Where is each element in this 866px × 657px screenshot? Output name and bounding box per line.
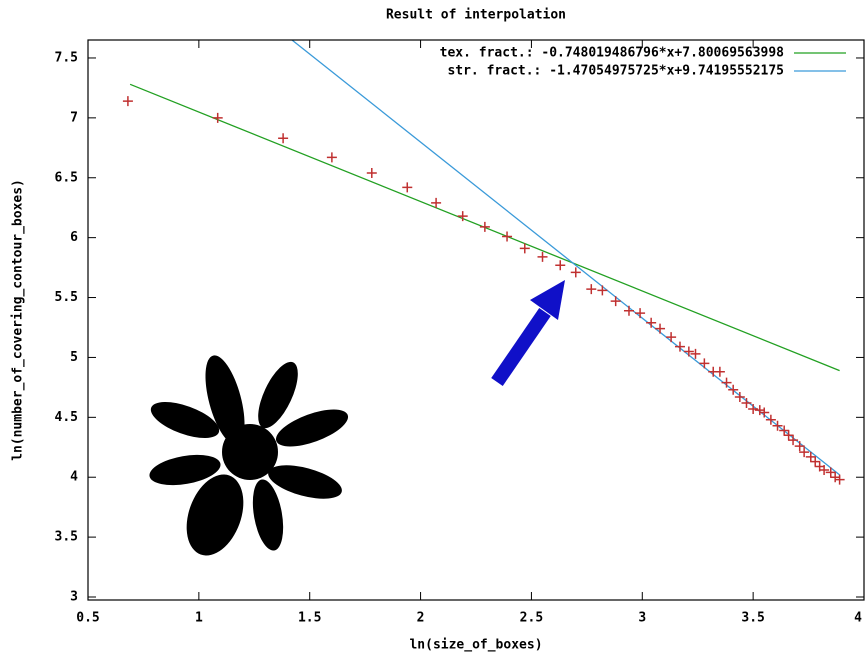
- data-point: [805, 451, 816, 462]
- data-point: [570, 267, 581, 278]
- data-point: [783, 430, 794, 441]
- data-point: [519, 243, 530, 254]
- data-point: [457, 211, 468, 222]
- data-point: [810, 456, 821, 467]
- y-tick-label: 7.5: [55, 50, 78, 65]
- flower-silhouette: [149, 355, 349, 556]
- data-point: [741, 397, 752, 408]
- data-point: [537, 251, 548, 262]
- data-point: [754, 405, 765, 416]
- data-point: [819, 465, 830, 476]
- plot-border: [87, 39, 865, 601]
- data-point: [683, 346, 694, 357]
- data-point: [748, 403, 759, 414]
- data-point: [122, 96, 133, 107]
- data-point: [366, 167, 377, 178]
- x-tick-label: 3: [638, 611, 646, 626]
- data-point: [555, 260, 566, 271]
- data-point: [714, 366, 725, 377]
- chart-title: Result of interpolation: [386, 8, 566, 23]
- data-point: [431, 197, 442, 208]
- x-axis-label: ln(size_of_boxes): [409, 638, 542, 653]
- y-tick-label: 4: [70, 470, 78, 485]
- data-point: [834, 474, 845, 485]
- data-point: [830, 472, 841, 483]
- data-point: [278, 133, 289, 144]
- y-tick-label: 3: [70, 590, 78, 605]
- data-point: [721, 377, 732, 388]
- data-point: [610, 296, 621, 307]
- data-point: [212, 112, 223, 123]
- data-point: [765, 414, 776, 425]
- x-tick-label: 1: [195, 611, 203, 626]
- data-point: [734, 391, 745, 402]
- x-tick-label: 2: [417, 611, 425, 626]
- legend-label: tex. fract.: -0.748019486796*x+7.8006956…: [440, 46, 785, 61]
- data-point: [479, 221, 490, 232]
- y-tick-label: 5: [70, 350, 78, 365]
- data-point: [759, 407, 770, 418]
- y-tick-label: 3.5: [55, 530, 78, 545]
- y-tick-label: 6: [70, 230, 78, 245]
- x-tick-label: 1.5: [298, 611, 321, 626]
- data-point: [666, 332, 677, 343]
- data-point: [794, 441, 805, 452]
- data-point: [402, 182, 413, 193]
- data-point: [635, 308, 646, 319]
- data-point: [788, 435, 799, 446]
- data-point: [699, 358, 710, 369]
- x-tick-label: 4: [854, 611, 862, 626]
- data-point: [502, 231, 513, 242]
- data-point: [674, 341, 685, 352]
- data-point: [623, 305, 634, 316]
- y-tick-label: 4.5: [55, 410, 78, 425]
- data-point: [586, 284, 597, 295]
- y-tick-label: 7: [70, 110, 78, 125]
- plot-area: 0.5 1 1.5 2 2.5 3 3.5 4 3 3.5 4 4.5 5 5.5 6 6.5 7 7.5 tex.…: [55, 39, 865, 626]
- data-point: [772, 420, 783, 431]
- arrow: [491, 280, 565, 386]
- y-axis-label: ln(number_of_covering_contour_boxes): [11, 179, 26, 461]
- data-point: [799, 447, 810, 458]
- legend-label: str. fract.: -1.47054975725*x+9.74195552…: [447, 64, 784, 79]
- data-point: [646, 317, 657, 328]
- data-point: [825, 467, 836, 478]
- data-point: [690, 348, 701, 359]
- data-point: [779, 425, 790, 436]
- data-point: [655, 323, 666, 334]
- data-point: [597, 285, 608, 296]
- y-tick-label: 6.5: [55, 170, 78, 185]
- data-point: [326, 152, 337, 163]
- data-point: [728, 384, 739, 395]
- x-tick-label: 3.5: [741, 611, 764, 626]
- x-tick-label: 2.5: [520, 611, 543, 626]
- x-tick-label: 0.5: [76, 611, 99, 626]
- y-tick-label: 5.5: [55, 290, 78, 305]
